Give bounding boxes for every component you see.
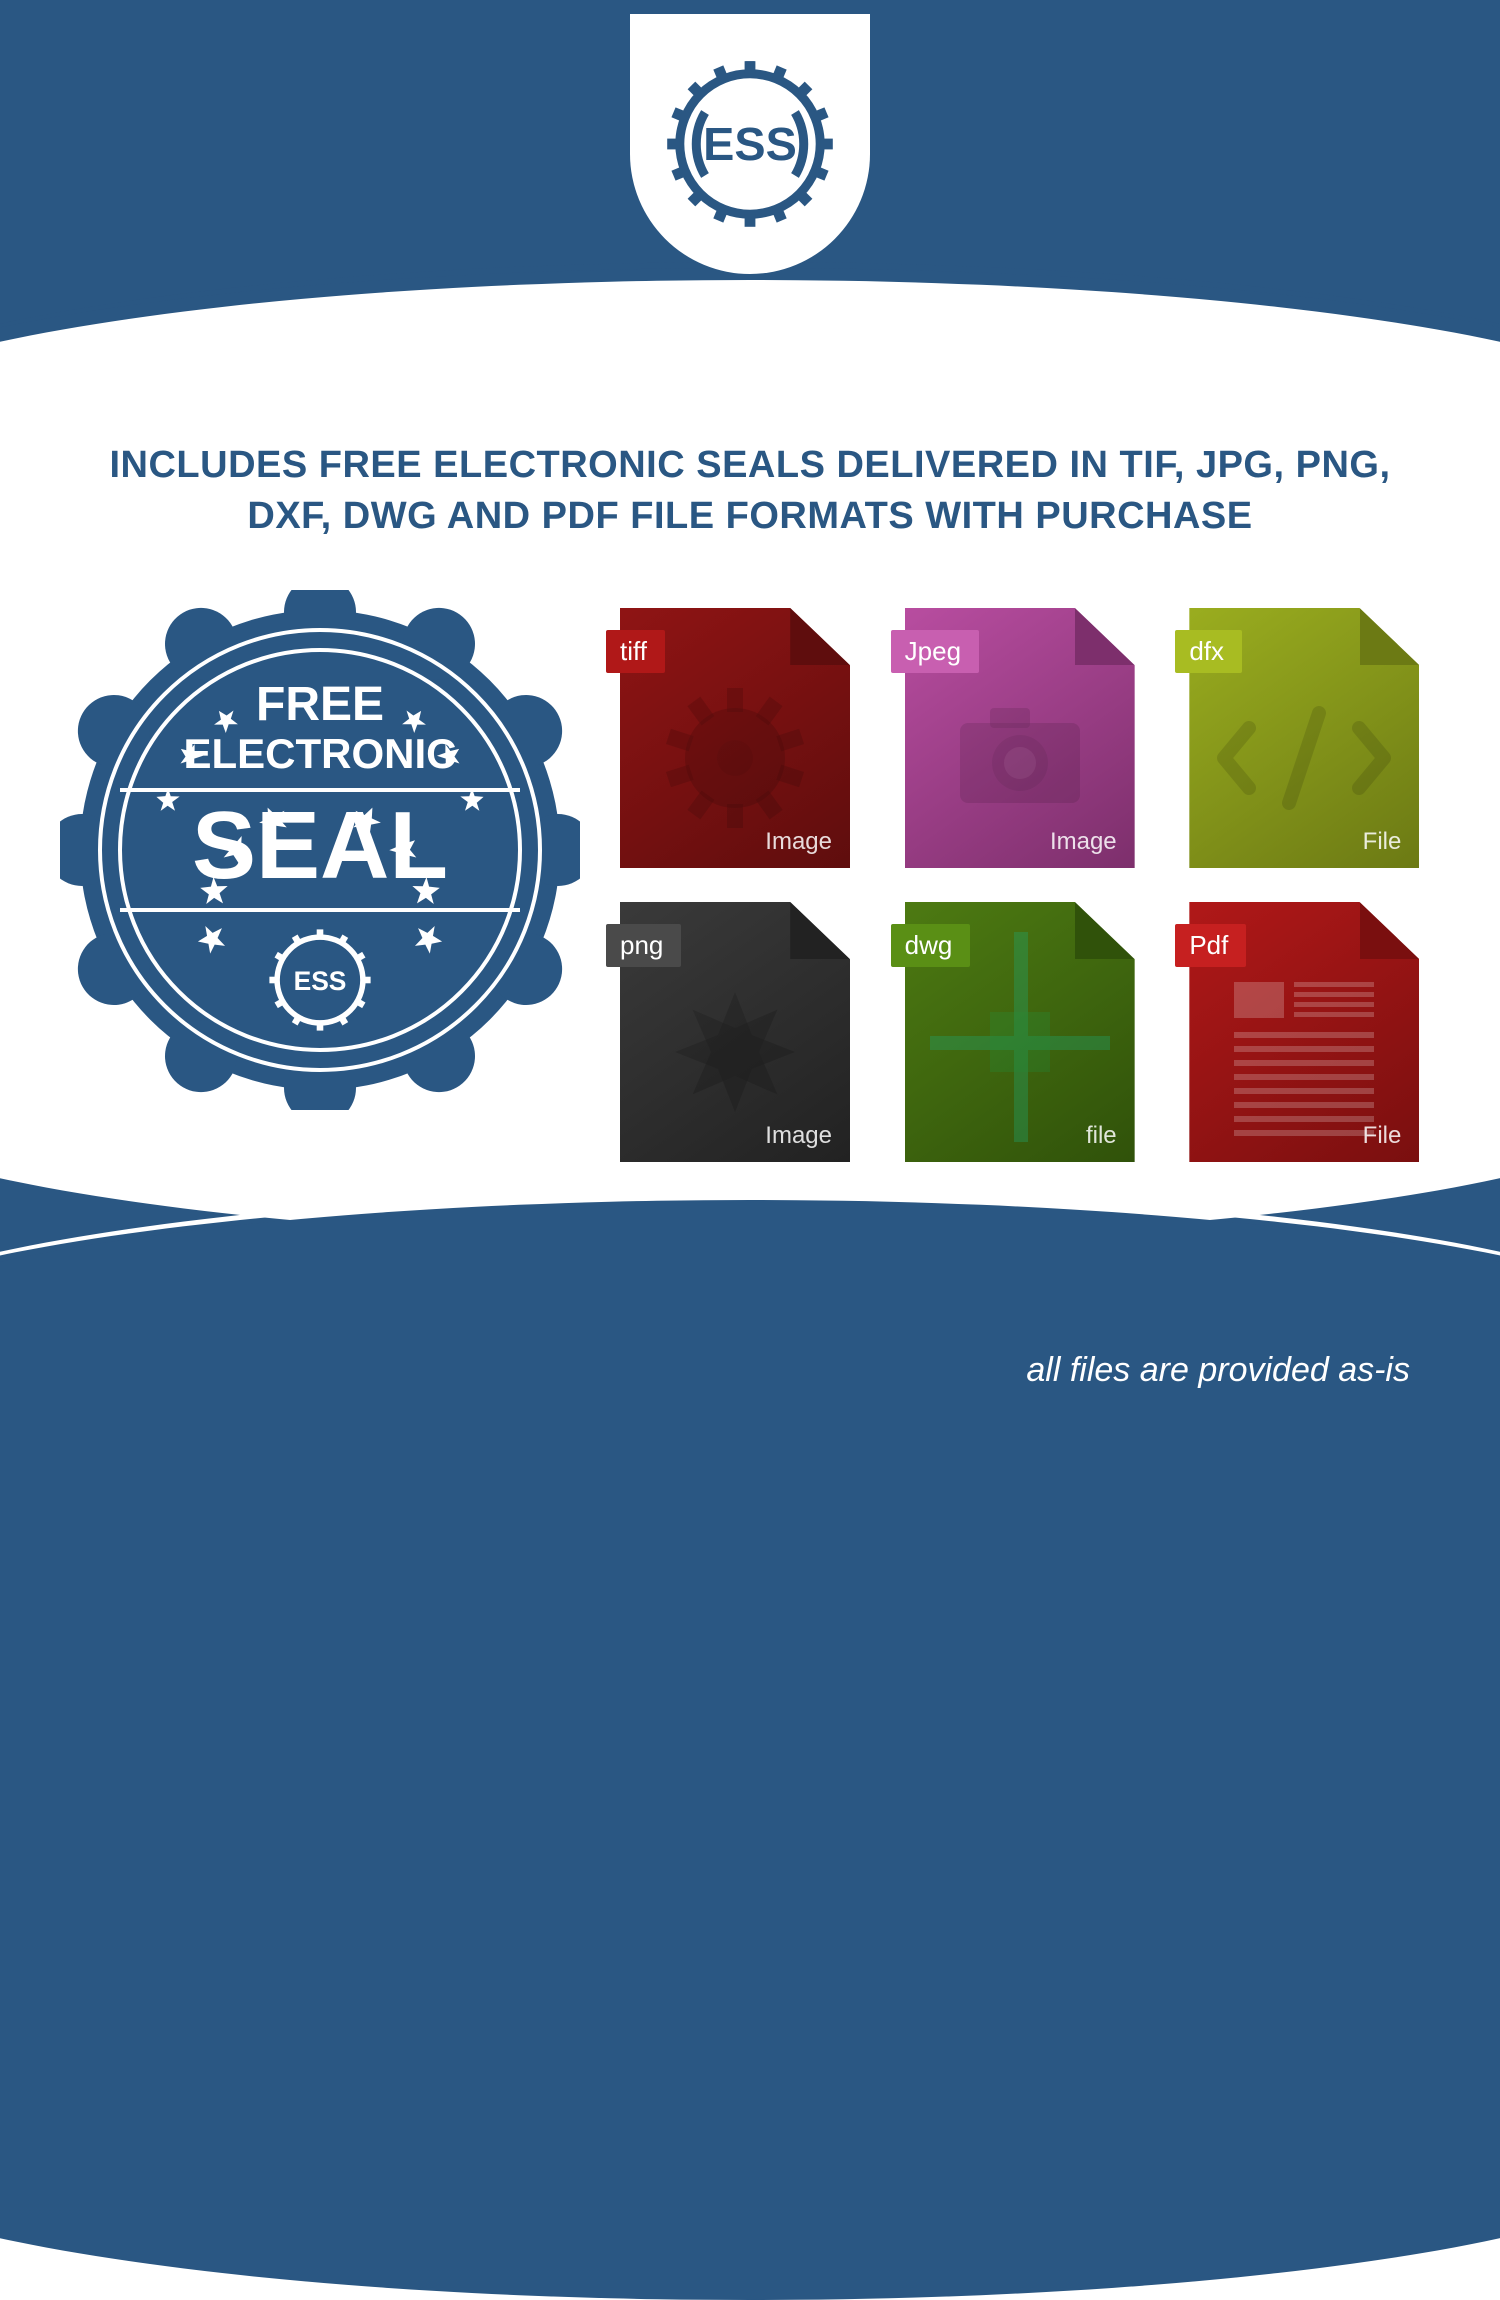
content-row: FREE ELECTRONIC SEAL <box>60 590 1440 1162</box>
file-tag-label: tiff <box>606 630 665 673</box>
file-tag-label: Pdf <box>1175 924 1246 967</box>
file-sub-label: Image <box>1050 828 1117 856</box>
file-sub-label: file <box>1086 1122 1117 1150</box>
svg-text:ESS: ESS <box>294 966 347 996</box>
file-sub-label: Image <box>765 828 832 856</box>
file-sub-label: File <box>1363 1122 1402 1150</box>
svg-text:ELECTRONIC: ELECTRONIC <box>184 730 457 777</box>
file-sub-label: File <box>1363 828 1402 856</box>
logo-text: ESS <box>703 118 797 170</box>
file-icon-jpeg: Jpeg Image <box>905 608 1135 868</box>
file-tag-label: Jpeg <box>891 630 979 673</box>
headline-text: INCLUDES FREE ELECTRONIC SEALS DELIVERED… <box>80 440 1420 543</box>
logo-shield: ESS <box>630 14 870 274</box>
file-tag-label: dwg <box>891 924 971 967</box>
file-icon-tiff: tiff Image <box>620 608 850 868</box>
file-sub-label: Image <box>765 1122 832 1150</box>
file-format-grid: tiff Image Jpeg Image dfx File png Image… <box>620 590 1440 1162</box>
file-icon-dfx: dfx File <box>1189 608 1419 868</box>
file-icon-pdf: Pdf File <box>1189 902 1419 1162</box>
svg-text:FREE: FREE <box>256 678 384 731</box>
file-tag-label: png <box>606 924 681 967</box>
file-tag-label: dfx <box>1175 630 1242 673</box>
ess-gear-logo: ESS <box>660 54 840 234</box>
free-electronic-seal-badge: FREE ELECTRONIC SEAL <box>60 590 580 1110</box>
file-icon-dwg: dwg file <box>905 902 1135 1162</box>
footer-note: all files are provided as-is <box>1026 1351 1410 1390</box>
file-icon-png: png Image <box>620 902 850 1162</box>
